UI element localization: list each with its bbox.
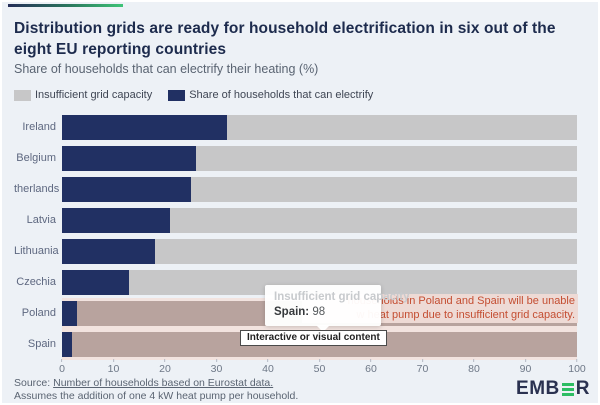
tooltip-value-line: Spain: 98 <box>274 306 372 318</box>
source-line: Source: Number of households based on Eu… <box>14 377 273 389</box>
bar-row: Belgium <box>14 146 577 171</box>
ember-logo: EMB R <box>516 379 590 399</box>
bar-segment-electrify[interactable] <box>62 208 171 233</box>
annotation-line-2: w heat pump due to insufficient grid cap… <box>356 308 576 321</box>
tick-mark <box>473 359 475 362</box>
x-axis-tick: 0 <box>59 359 65 375</box>
category-label: Poland <box>21 307 56 319</box>
tooltip-series-title: Insufficient grid capacity <box>274 291 410 303</box>
tick-label: 0 <box>59 363 65 375</box>
tick-label: 30 <box>210 363 223 375</box>
x-axis-tick: 100 <box>568 359 586 375</box>
tick-label: 80 <box>468 363 480 375</box>
bar-row: Ireland <box>14 115 577 140</box>
tick-label: 20 <box>159 363 171 375</box>
x-axis-tick: 20 <box>159 359 171 375</box>
tooltip-country-label: Spain: <box>274 306 310 318</box>
x-axis-tick: 70 <box>416 359 429 375</box>
x-axis-tick: 40 <box>262 359 274 375</box>
legend-swatch-electrify <box>168 89 186 101</box>
footer-note: Assumes the addition of one 4 kW heat pu… <box>14 390 299 402</box>
x-axis-tick: 30 <box>210 359 223 375</box>
bar-segment-electrify[interactable] <box>62 177 191 202</box>
annotation-line-1: households in Poland and Spain will be u… <box>347 295 575 307</box>
category-label: Belgium <box>16 152 56 164</box>
tooltip-value: 98 <box>312 306 326 318</box>
tooltip-arrow <box>316 325 330 332</box>
bar-segment-insufficient[interactable] <box>170 208 577 233</box>
tick-label: 40 <box>262 363 274 375</box>
category-label: therlands <box>14 183 60 195</box>
bar-segment-insufficient[interactable] <box>195 146 577 171</box>
tick-label: 60 <box>365 363 377 375</box>
bar-segment-electrify[interactable] <box>62 301 78 326</box>
category-label: Lithuania <box>14 245 59 257</box>
bar-track <box>62 177 577 202</box>
legend: Insufficient grid capacity Share of hous… <box>14 89 373 101</box>
x-axis-tick: 60 <box>365 359 377 375</box>
x-axis-tick: 90 <box>519 359 532 375</box>
bar-track <box>62 208 577 233</box>
legend-label: Insufficient grid capacity <box>35 89 153 101</box>
tick-mark <box>422 359 423 362</box>
x-axis-tick: 10 <box>107 359 120 375</box>
category-label: Czechia <box>16 276 56 288</box>
chart-title: Distribution grids are ready for househo… <box>14 20 556 58</box>
category-label: Latvia <box>26 214 56 226</box>
bar-segment-electrify[interactable] <box>62 270 129 295</box>
interactive-content-badge: Interactive or visual content <box>240 330 387 346</box>
legend-label: Share of households that can electrify <box>189 89 374 101</box>
bar-segment-insufficient[interactable] <box>226 115 577 140</box>
bar-segment-electrify[interactable] <box>62 146 196 171</box>
tick-label: 70 <box>416 363 429 375</box>
tick-mark <box>164 359 166 362</box>
tick-mark <box>525 359 526 362</box>
tick-mark <box>576 359 578 362</box>
source-link[interactable]: Number of households based on Eurostat d… <box>53 377 274 389</box>
category-label: Spain <box>27 338 56 350</box>
bar-segment-electrify[interactable] <box>62 332 73 357</box>
chart-subtitle: Share of households that can electrify t… <box>14 62 319 76</box>
tick-mark <box>319 359 320 362</box>
tick-mark <box>370 359 372 362</box>
tick-mark <box>113 359 114 362</box>
legend-swatch-insufficient <box>14 89 31 101</box>
legend-item-insufficient[interactable]: Insufficient grid capacity <box>14 89 152 101</box>
source-prefix: Source: <box>14 377 54 389</box>
tick-label: 100 <box>568 363 586 375</box>
x-axis-tick: 50 <box>313 359 326 375</box>
logo-green-e-icon <box>561 382 574 396</box>
x-axis-tick: 80 <box>468 359 480 375</box>
brand-accent-bar <box>8 4 123 7</box>
tick-mark <box>61 359 63 362</box>
logo-text-left: EMB <box>516 378 560 399</box>
bar-segment-electrify[interactable] <box>62 239 155 264</box>
hover-tooltip: Insufficient grid capacity Spain: 98 <box>265 285 410 332</box>
bar-segment-insufficient[interactable] <box>190 177 577 202</box>
tick-mark <box>216 359 217 362</box>
bar-segment-electrify[interactable] <box>62 115 227 140</box>
bar-segment-insufficient[interactable] <box>154 239 577 264</box>
bar-track <box>62 146 577 171</box>
bar-row: Latvia <box>14 208 577 233</box>
tick-label: 10 <box>107 363 120 375</box>
category-label: Ireland <box>22 121 56 133</box>
bar-row: therlands <box>14 177 577 202</box>
tick-mark <box>267 359 269 362</box>
legend-item-electrify[interactable]: Share of households that can electrify <box>168 89 373 101</box>
bar-track <box>62 239 577 264</box>
tick-label: 50 <box>313 363 326 375</box>
x-axis: 0 10 20 30 40 50 60 70 80 90 100 <box>59 359 586 377</box>
bar-row: Lithuania <box>14 239 577 264</box>
logo-text-right: R <box>575 378 590 399</box>
bar-track <box>62 115 577 140</box>
tick-label: 90 <box>519 363 532 375</box>
